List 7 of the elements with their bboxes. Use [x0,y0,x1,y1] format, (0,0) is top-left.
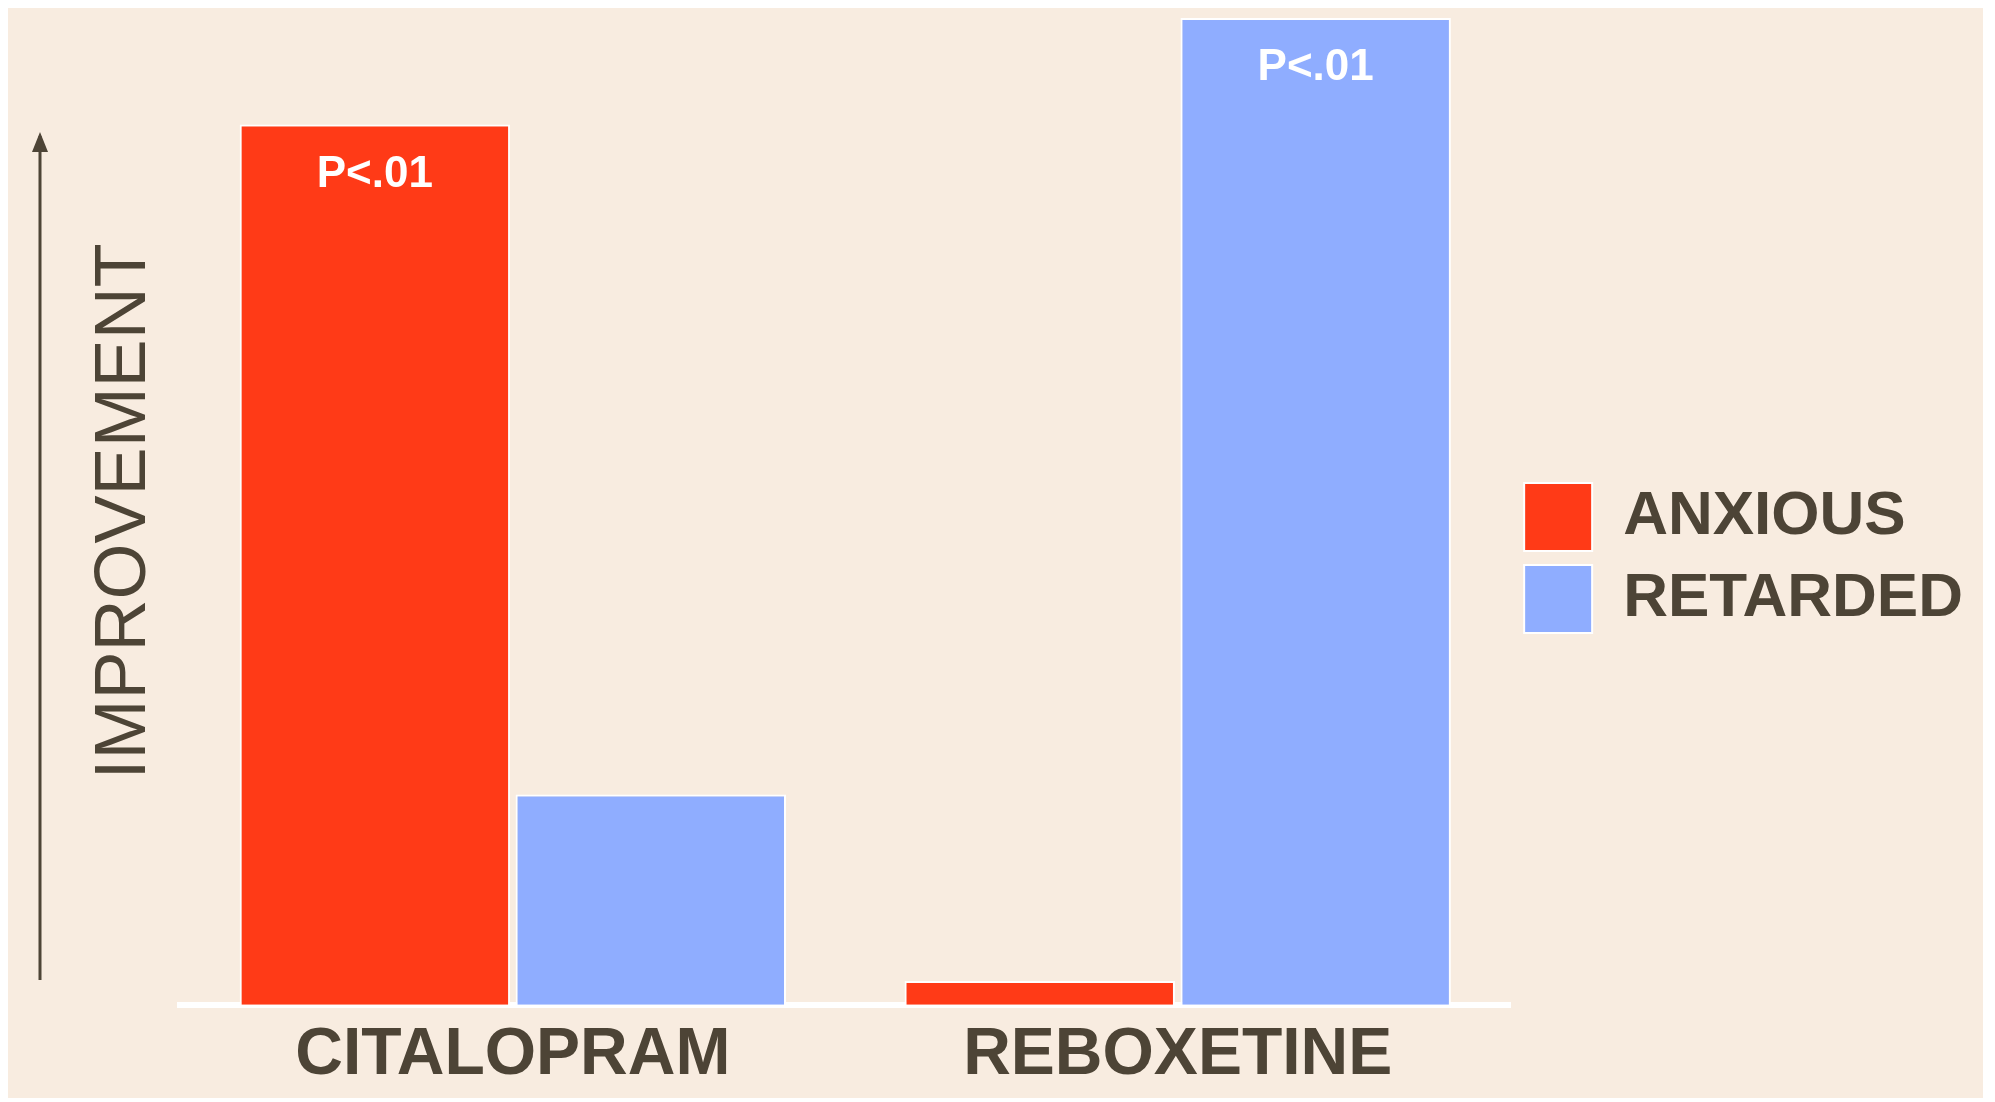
legend-label: ANXIOUS [1623,478,1906,548]
legend-label: RETARDED [1623,560,1964,630]
y-axis-title: IMPROVEMENT [80,243,161,780]
x-tick-label: CITALOPRAM [295,1013,731,1088]
x-tick-label: REBOXETINE [963,1013,1393,1088]
annotation: P<.01 [316,146,433,196]
annotation: P<.01 [1257,40,1374,90]
